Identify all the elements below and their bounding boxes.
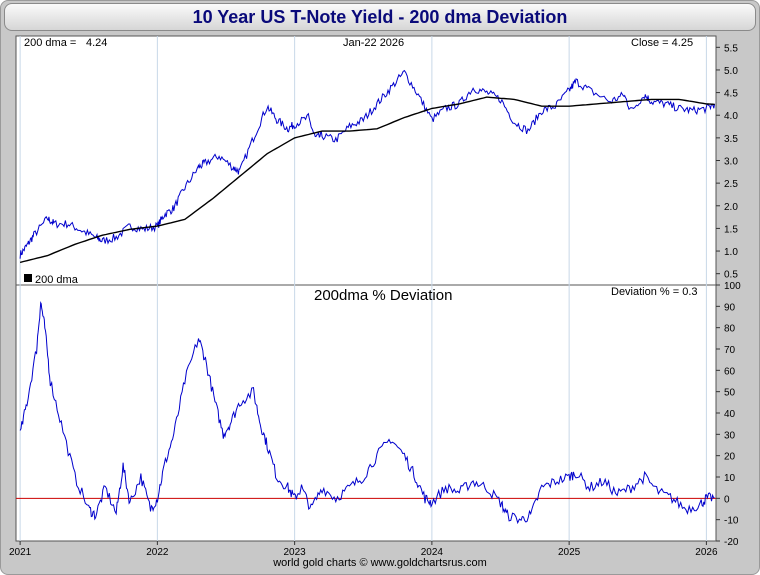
yield-panel	[15, 35, 717, 286]
dma-value: 4.24	[86, 37, 107, 49]
y-tick-label-top: 5.0	[724, 66, 738, 77]
y-tick-label-top: 0.5	[724, 270, 738, 281]
deviation-series-line	[19, 300, 715, 525]
dma-series-line	[19, 96, 715, 264]
y-tick-label-bottom: -20	[724, 537, 739, 548]
y-tick-label-bottom: 0	[724, 494, 730, 505]
y-tick-label-bottom: 40	[724, 409, 736, 420]
y-tick-label-top: 1.5	[724, 224, 738, 235]
y-tick-label-top: 5.5	[724, 43, 738, 54]
y-tick-label-bottom: 30	[724, 430, 736, 441]
y-tick-label-bottom: 50	[724, 388, 736, 399]
y-tick-label-bottom: 70	[724, 345, 736, 356]
close-label: Close = 4.25	[631, 37, 693, 49]
y-tick-label-top: 3.5	[724, 134, 738, 145]
dma-legend-label: 200 dma	[35, 274, 79, 286]
x-tick-label: 2022	[146, 547, 169, 558]
y-tick-label-bottom: 100	[724, 281, 741, 292]
y-tick-label-top: 4.5	[724, 89, 738, 100]
y-tick-label-bottom: -10	[724, 516, 739, 527]
deviation-panel	[15, 284, 717, 542]
x-tick-label: 2025	[558, 547, 581, 558]
y-tick-label-top: 2.5	[724, 179, 738, 190]
y-tick-label-bottom: 80	[724, 324, 736, 335]
chart-title: 10 Year US T-Note Yield - 200 dma Deviat…	[4, 3, 756, 31]
deviation-title: 200dma % Deviation	[314, 287, 452, 304]
dma-label: 200 dma =	[24, 37, 76, 49]
deviation-annotation: Deviation % = 0.3	[611, 286, 698, 298]
y-tick-label-bottom: 20	[724, 452, 736, 463]
yield-series-line	[19, 69, 716, 259]
x-tick-label: 2021	[9, 547, 32, 558]
y-tick-label-top: 4.0	[724, 111, 738, 122]
x-tick-label: 2024	[421, 547, 444, 558]
footer-credit: world gold charts © www.goldchartsrus.co…	[273, 557, 487, 569]
dma-legend-swatch	[24, 274, 32, 282]
y-tick-label-bottom: 10	[724, 473, 736, 484]
date-label: Jan-22 2026	[343, 37, 404, 49]
y-tick-label-top: 1.0	[724, 247, 738, 258]
x-tick-label: 2023	[284, 547, 307, 558]
x-tick-label: 2026	[695, 547, 718, 558]
y-tick-label-top: 3.0	[724, 157, 738, 168]
y-tick-label-bottom: 90	[724, 302, 736, 313]
y-tick-label-bottom: 60	[724, 366, 736, 377]
y-tick-label-top: 2.0	[724, 202, 738, 213]
